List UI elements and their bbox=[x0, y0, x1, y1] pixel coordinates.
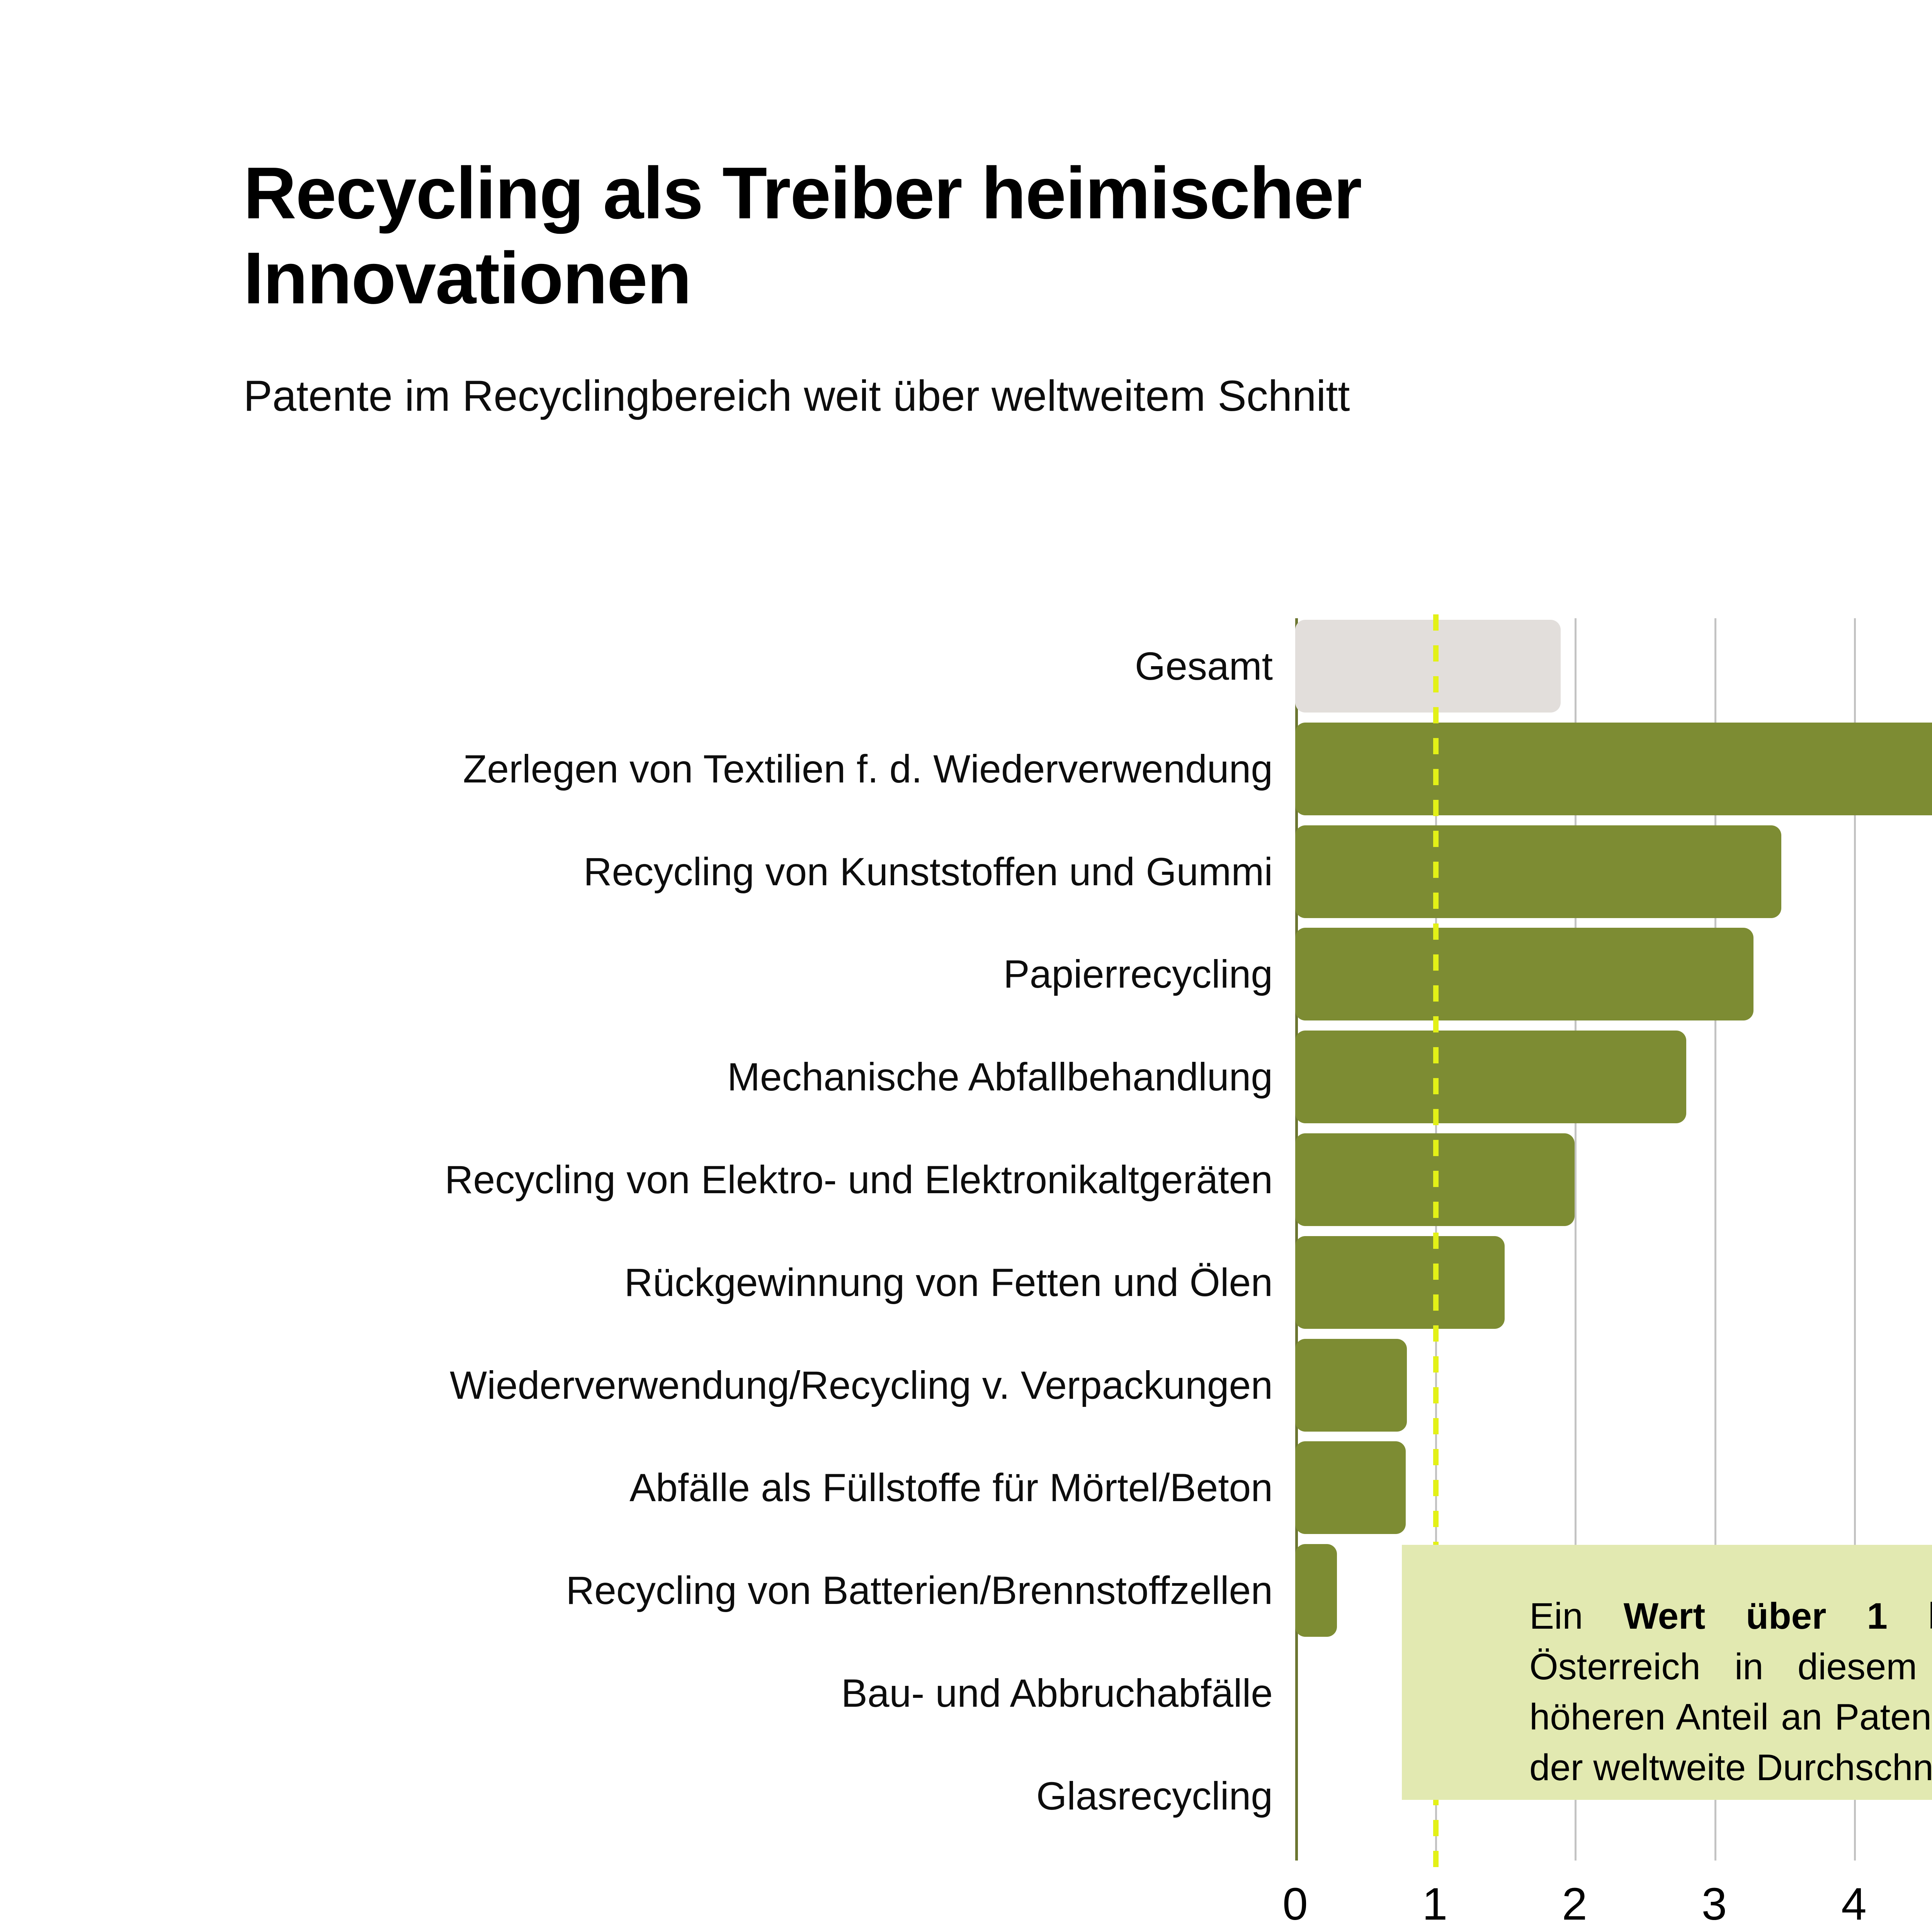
category-label-6: Rückgewinnung von Fetten und Ölen bbox=[624, 1260, 1273, 1304]
callout-text: Ein Wert über 1 bedeutet, dass Österreic… bbox=[1529, 1591, 1932, 1793]
callout-text-bold: Wert über 1 bbox=[1623, 1595, 1888, 1637]
x-tick-1: 1 bbox=[1422, 1879, 1448, 1930]
bar-4 bbox=[1295, 1031, 1687, 1124]
category-label-1: Zerlegen von Textilien f. d. Wiederverwe… bbox=[463, 747, 1273, 791]
category-label-8: Abfälle als Füllstoffe für Mörtel/Beton bbox=[629, 1466, 1273, 1510]
x-tick-2: 2 bbox=[1562, 1879, 1587, 1930]
category-label-4: Mechanische Abfallbehandlung bbox=[727, 1055, 1273, 1099]
category-label-10: Bau- und Abbruchabfälle bbox=[841, 1671, 1273, 1715]
category-label-2: Recycling von Kunststoffen und Gummi bbox=[583, 849, 1273, 894]
bar-1 bbox=[1295, 722, 1932, 815]
category-label-11: Glasrecycling bbox=[1036, 1774, 1273, 1818]
page-title: Recycling als Treiber heimischer Innovat… bbox=[243, 151, 1932, 321]
gridline-3 bbox=[1714, 618, 1716, 1861]
x-tick-3: 3 bbox=[1701, 1879, 1727, 1930]
category-label-3: Papierrecycling bbox=[1003, 952, 1273, 997]
bar-6 bbox=[1295, 1236, 1505, 1329]
page-subtitle: Patente im Recyclingbereich weit über we… bbox=[243, 372, 1350, 420]
x-tick-0: 0 bbox=[1282, 1879, 1308, 1930]
category-label-9: Recycling von Batterien/Brennstoffzellen bbox=[566, 1568, 1273, 1613]
gridline-2 bbox=[1575, 618, 1577, 1861]
callout-text-before: Ein bbox=[1529, 1595, 1624, 1637]
callout-text-after: bedeutet, dass Österreich in diesem Bere… bbox=[1529, 1595, 1932, 1788]
bar-2 bbox=[1295, 825, 1782, 918]
bar-0 bbox=[1295, 620, 1561, 713]
page-title-line-2: Innovationen bbox=[243, 237, 692, 320]
bar-9 bbox=[1295, 1544, 1337, 1637]
gridline-4 bbox=[1854, 618, 1856, 1861]
page-title-line-1: Recycling als Treiber heimischer bbox=[243, 152, 1362, 234]
category-label-0: Gesamt bbox=[1134, 644, 1273, 688]
category-label-7: Wiederverwendung/Recycling v. Verpackung… bbox=[450, 1363, 1273, 1407]
chart-y-axis-line bbox=[1295, 618, 1298, 1861]
bar-7 bbox=[1295, 1338, 1407, 1432]
bar-3 bbox=[1295, 928, 1753, 1021]
bar-8 bbox=[1295, 1441, 1406, 1534]
callout-box: Ein Wert über 1 bedeutet, dass Österreic… bbox=[1402, 1545, 1932, 1800]
category-label-5: Recycling von Elektro- und Elektronikalt… bbox=[444, 1158, 1273, 1202]
x-tick-4: 4 bbox=[1841, 1879, 1867, 1930]
